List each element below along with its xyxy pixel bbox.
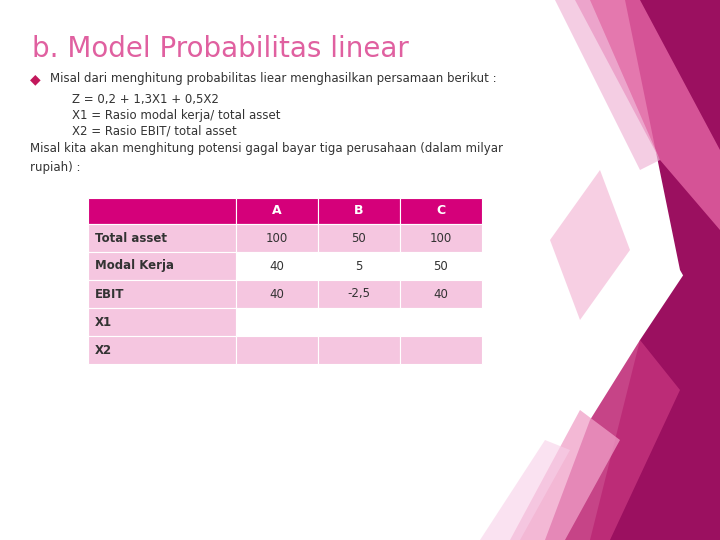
Bar bbox=[400, 252, 482, 280]
Text: 40: 40 bbox=[433, 287, 449, 300]
Text: 5: 5 bbox=[355, 260, 363, 273]
Polygon shape bbox=[510, 410, 620, 540]
Bar bbox=[236, 308, 318, 336]
Polygon shape bbox=[550, 170, 630, 320]
Text: B: B bbox=[354, 205, 364, 218]
Polygon shape bbox=[625, 0, 720, 340]
Polygon shape bbox=[545, 340, 680, 540]
Text: Z = 0,2 + 1,3X1 + 0,5X2: Z = 0,2 + 1,3X1 + 0,5X2 bbox=[72, 93, 219, 106]
Polygon shape bbox=[480, 440, 570, 540]
Text: ◆: ◆ bbox=[30, 72, 40, 86]
Bar bbox=[318, 280, 400, 308]
Bar bbox=[400, 198, 482, 224]
Text: Misal dari menghitung probabilitas liear menghasilkan persamaan berikut :: Misal dari menghitung probabilitas liear… bbox=[50, 72, 497, 85]
Bar bbox=[236, 198, 318, 224]
Text: Total asset: Total asset bbox=[95, 232, 167, 245]
Bar bbox=[400, 280, 482, 308]
Bar bbox=[236, 336, 318, 364]
Bar bbox=[88, 198, 236, 224]
Text: C: C bbox=[436, 205, 446, 218]
Text: 100: 100 bbox=[430, 232, 452, 245]
Bar bbox=[318, 224, 400, 252]
Text: A: A bbox=[272, 205, 282, 218]
Bar bbox=[236, 252, 318, 280]
Text: 50: 50 bbox=[433, 260, 449, 273]
Bar bbox=[88, 224, 236, 252]
Bar bbox=[88, 280, 236, 308]
Bar bbox=[400, 336, 482, 364]
Text: X1: X1 bbox=[95, 315, 112, 328]
Text: 100: 100 bbox=[266, 232, 288, 245]
Text: b. Model Probabilitas linear: b. Model Probabilitas linear bbox=[32, 35, 409, 63]
Polygon shape bbox=[575, 0, 720, 230]
Bar bbox=[236, 280, 318, 308]
Bar bbox=[400, 308, 482, 336]
Text: X2: X2 bbox=[95, 343, 112, 356]
Bar bbox=[318, 252, 400, 280]
Text: 40: 40 bbox=[269, 287, 284, 300]
Text: 40: 40 bbox=[269, 260, 284, 273]
Bar bbox=[88, 336, 236, 364]
Polygon shape bbox=[555, 0, 660, 170]
Text: Misal kita akan menghitung potensi gagal bayar tiga perusahaan (dalam milyar
rup: Misal kita akan menghitung potensi gagal… bbox=[30, 142, 503, 174]
Bar bbox=[318, 198, 400, 224]
Bar bbox=[88, 308, 236, 336]
Text: X1 = Rasio modal kerja/ total asset: X1 = Rasio modal kerja/ total asset bbox=[72, 109, 281, 122]
Text: Modal Kerja: Modal Kerja bbox=[95, 260, 174, 273]
Bar bbox=[88, 252, 236, 280]
Bar bbox=[318, 308, 400, 336]
Text: EBIT: EBIT bbox=[95, 287, 125, 300]
Bar bbox=[318, 336, 400, 364]
Text: -2,5: -2,5 bbox=[348, 287, 371, 300]
Polygon shape bbox=[590, 220, 720, 540]
Text: X2 = Rasio EBIT/ total asset: X2 = Rasio EBIT/ total asset bbox=[72, 125, 237, 138]
Bar bbox=[236, 224, 318, 252]
Bar bbox=[400, 224, 482, 252]
Text: 50: 50 bbox=[351, 232, 366, 245]
